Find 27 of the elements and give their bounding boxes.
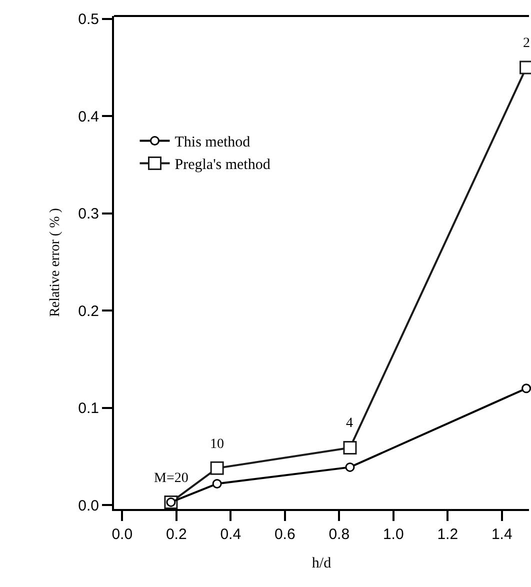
point <box>522 384 531 394</box>
y-tick-label: 0.1 <box>78 400 99 418</box>
y-axis-title: Relative error ( % ) <box>48 208 64 317</box>
legend-label: Pregla's method <box>174 157 271 174</box>
x-tick-label: 1.4 <box>491 526 512 543</box>
legend-label: This method <box>174 134 251 151</box>
x-tick-label: 0.8 <box>328 526 350 543</box>
point <box>210 461 224 475</box>
annotation: 4 <box>346 416 353 431</box>
x-tick-label: 1.0 <box>382 526 404 543</box>
point <box>212 478 222 488</box>
x-axis-title: h/d <box>312 556 332 572</box>
y-tick-label: 0.2 <box>78 302 99 320</box>
y-tick-label: 0.3 <box>78 206 99 223</box>
y-tick-label: 0.0 <box>78 497 99 514</box>
x-tick-label: 0.4 <box>220 526 242 543</box>
x-tick-label: 1.2 <box>437 526 458 543</box>
x-tick-label: 0.0 <box>112 526 133 543</box>
point <box>345 462 355 472</box>
annotation: 10 <box>210 437 224 452</box>
x-tick-label: 0.2 <box>166 526 187 543</box>
annotation: M=20 <box>154 471 188 486</box>
y-tick-label: 0.4 <box>78 108 99 126</box>
point <box>343 440 357 454</box>
y-tick-label: 0.5 <box>78 11 99 28</box>
annotation: 2 <box>523 36 530 51</box>
x-tick-label: 0.6 <box>274 526 296 543</box>
